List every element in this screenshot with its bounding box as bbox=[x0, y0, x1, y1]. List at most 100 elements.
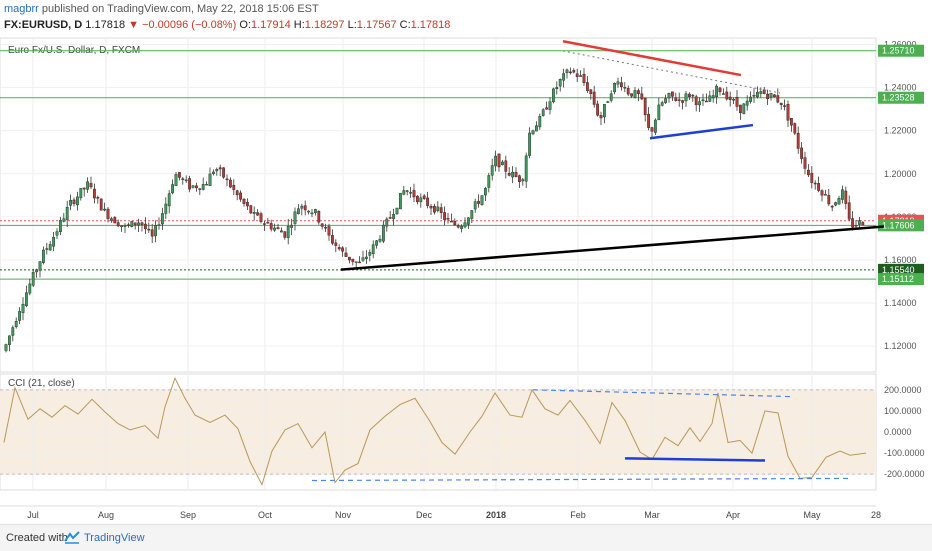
candle-body bbox=[331, 235, 334, 244]
candle-body bbox=[375, 240, 378, 246]
candle-body bbox=[752, 94, 756, 97]
candle-body bbox=[126, 224, 130, 226]
candle-body bbox=[177, 172, 181, 178]
candle-body bbox=[286, 225, 290, 238]
candle-body bbox=[732, 99, 736, 101]
candle-body bbox=[582, 73, 586, 83]
x-month-label: Aug bbox=[98, 510, 114, 520]
candle-body bbox=[664, 98, 668, 103]
candle-body bbox=[480, 195, 484, 205]
candle-body bbox=[456, 225, 460, 228]
candle-body bbox=[844, 190, 848, 204]
candle-body bbox=[181, 178, 185, 180]
candle-body bbox=[521, 179, 525, 182]
candle-body bbox=[837, 197, 841, 205]
candle-body bbox=[439, 207, 443, 213]
candle-body bbox=[531, 130, 535, 135]
price-tick-label: 1.24000 bbox=[884, 83, 917, 93]
candle-body bbox=[297, 208, 300, 215]
candle-body bbox=[830, 205, 834, 208]
x-month-label: Sep bbox=[180, 510, 196, 520]
candle-body bbox=[698, 101, 702, 106]
candle-body bbox=[208, 173, 212, 186]
cci-tick-label: -200.0000 bbox=[884, 469, 925, 479]
candle-body bbox=[762, 89, 766, 94]
candle-body bbox=[273, 227, 276, 231]
candle-body bbox=[45, 248, 49, 250]
level-price-label: 1.15540 bbox=[882, 265, 915, 275]
candle-body bbox=[123, 225, 127, 227]
candle-body bbox=[99, 198, 103, 211]
candle-body bbox=[259, 213, 263, 222]
candle-body bbox=[796, 132, 800, 149]
candle-body bbox=[103, 208, 107, 211]
candle-body bbox=[824, 194, 827, 196]
candle-body bbox=[484, 188, 487, 196]
candle-body bbox=[756, 91, 759, 98]
level-price-label: 1.17606 bbox=[882, 220, 915, 230]
symbol-line: FX:EURUSD, D 1.17818 ▼ −0.00096 (−0.08%)… bbox=[4, 19, 450, 31]
publish-line: magbrr published on TradingView.com, May… bbox=[4, 3, 319, 15]
low-label: L: bbox=[347, 19, 357, 31]
candle-body bbox=[154, 225, 157, 237]
candle-body bbox=[348, 256, 351, 261]
price-tick-label: 1.16000 bbox=[884, 255, 917, 265]
candle-body bbox=[96, 197, 100, 199]
candle-body bbox=[779, 102, 783, 105]
candle-body bbox=[715, 85, 719, 98]
level-price-tag bbox=[878, 273, 924, 286]
candle-body bbox=[633, 90, 637, 98]
footer: Created with TradingView bbox=[0, 524, 932, 551]
candle-body bbox=[116, 222, 120, 227]
candle-body bbox=[443, 212, 446, 220]
candle-body bbox=[7, 335, 11, 345]
close-value: 1.17818 bbox=[410, 19, 451, 31]
tradingview-brand[interactable]: TradingView bbox=[84, 532, 145, 544]
candle-body bbox=[735, 96, 739, 107]
candle-body bbox=[575, 73, 579, 77]
candle-body bbox=[378, 238, 382, 242]
price-tick-label: 1.20000 bbox=[884, 169, 917, 179]
cci-tick-label: 100.0000 bbox=[884, 406, 922, 416]
x-month-label: 28 bbox=[871, 510, 881, 520]
candle-body bbox=[164, 203, 168, 214]
candle-body bbox=[807, 169, 810, 176]
level-price-tag bbox=[878, 219, 924, 232]
level-price-tag bbox=[878, 44, 924, 57]
x-month-label: Apr bbox=[726, 510, 740, 520]
candle-body bbox=[4, 344, 8, 351]
candle-body bbox=[579, 75, 583, 77]
author-link[interactable]: magbrr bbox=[4, 3, 39, 15]
candle-body bbox=[470, 210, 474, 219]
candle-body bbox=[283, 231, 287, 238]
candle-body bbox=[65, 207, 69, 220]
candle-body bbox=[793, 123, 797, 134]
candle-body bbox=[194, 185, 198, 189]
last-price: 1.17818 bbox=[85, 19, 126, 31]
candle-body bbox=[358, 261, 361, 264]
symbol-name[interactable]: FX:EURUSD, D bbox=[4, 19, 83, 31]
candle-body bbox=[239, 192, 242, 200]
candle-body bbox=[565, 69, 569, 73]
candle-body bbox=[351, 258, 355, 262]
candle-body bbox=[545, 107, 549, 110]
candle-body bbox=[548, 101, 552, 110]
candle-body bbox=[671, 91, 674, 97]
price-tick-label: 1.26000 bbox=[884, 39, 917, 49]
candle-body bbox=[75, 196, 79, 206]
candle-body bbox=[293, 211, 297, 224]
chart-area[interactable]: 1.260001.240001.220001.200001.180001.160… bbox=[0, 36, 932, 524]
tradingview-logo-icon[interactable] bbox=[64, 530, 80, 544]
candle-body bbox=[739, 104, 742, 114]
candle-body bbox=[62, 218, 66, 222]
candle-body bbox=[35, 269, 39, 273]
candle-body bbox=[402, 190, 406, 195]
candle-body bbox=[157, 224, 161, 226]
candle-body bbox=[392, 214, 395, 220]
candle-body bbox=[667, 93, 671, 99]
candle-body bbox=[660, 102, 664, 106]
candle-body bbox=[228, 179, 232, 188]
candle-body bbox=[137, 222, 140, 226]
candle-body bbox=[69, 199, 73, 206]
candle-body bbox=[684, 93, 688, 102]
